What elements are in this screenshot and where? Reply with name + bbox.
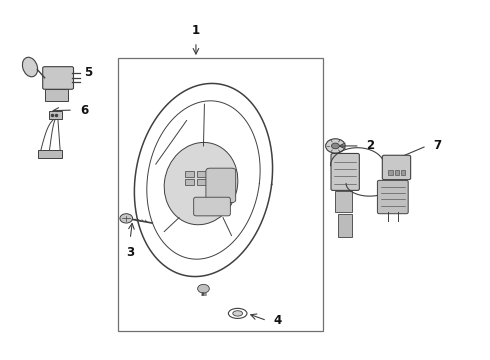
Bar: [338, 214, 351, 237]
Bar: [38, 149, 62, 158]
Bar: [388, 170, 392, 175]
Text: 4: 4: [273, 314, 282, 327]
Ellipse shape: [164, 143, 238, 225]
Ellipse shape: [23, 57, 38, 77]
Bar: [45, 89, 68, 101]
Bar: [118, 58, 323, 330]
Bar: [49, 111, 62, 119]
Text: 3: 3: [126, 246, 134, 259]
Text: 5: 5: [84, 66, 92, 79]
Text: 1: 1: [192, 24, 200, 37]
Bar: [185, 179, 194, 185]
Text: 7: 7: [433, 139, 441, 152]
Ellipse shape: [233, 311, 243, 316]
Bar: [335, 192, 352, 212]
Circle shape: [120, 214, 133, 223]
FancyBboxPatch shape: [206, 168, 236, 203]
Bar: [197, 171, 206, 177]
Ellipse shape: [228, 309, 247, 319]
Bar: [401, 170, 405, 175]
Text: 2: 2: [366, 139, 374, 152]
Text: 6: 6: [80, 104, 89, 117]
Circle shape: [331, 143, 339, 149]
FancyBboxPatch shape: [194, 197, 230, 216]
Bar: [197, 179, 206, 185]
FancyBboxPatch shape: [331, 153, 359, 190]
Bar: [394, 170, 399, 175]
FancyBboxPatch shape: [43, 67, 74, 89]
FancyBboxPatch shape: [377, 180, 408, 214]
Circle shape: [326, 139, 345, 153]
Circle shape: [197, 284, 209, 293]
Bar: [185, 171, 194, 177]
FancyBboxPatch shape: [382, 155, 411, 180]
